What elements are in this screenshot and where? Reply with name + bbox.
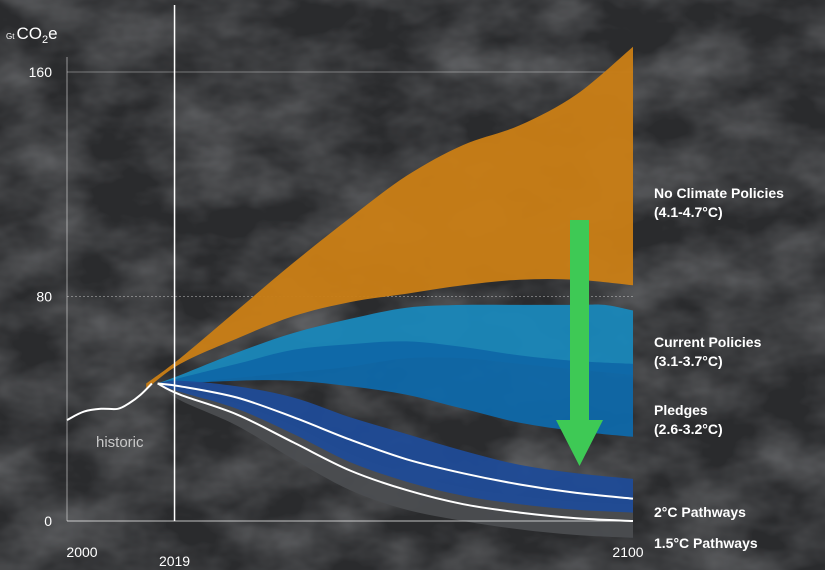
arrow-shaft [570, 220, 589, 426]
reduction-arrow [556, 220, 603, 466]
label-pledges-name: Pledges [654, 402, 708, 418]
label-current-policies-range: (3.1-3.7°C) [654, 353, 723, 369]
y-unit-label: Gt CO2e [6, 24, 58, 46]
x-tick-label-2100: 2100 [612, 544, 643, 560]
arrow-head [556, 420, 603, 466]
x-tick-label-2000: 2000 [66, 544, 97, 560]
label-1-5c-pathways: 1.5°C Pathways [654, 535, 758, 551]
y-tick-label-160: 160 [29, 64, 53, 80]
x-tick-label-2019: 2019 [159, 553, 190, 569]
historic-line [66, 382, 153, 421]
band-no-climate-policies [146, 46, 633, 390]
band-2c-pathways [157, 380, 633, 513]
label-no-climate-policies: No Climate Policies (4.1-4.7°C) [654, 184, 784, 222]
median-line-1-5c [157, 382, 634, 522]
label-current-policies: Current Policies (3.1-3.7°C) [654, 333, 761, 371]
median-line-2c [157, 382, 634, 500]
label-pledges: Pledges (2.6-3.2°C) [654, 401, 723, 439]
y-tick-label-80: 80 [36, 289, 52, 305]
y-tick-labels: 0 80 160 [29, 64, 53, 529]
label-2c-pathways: 2°C Pathways [654, 504, 746, 520]
x-tick-labels: 2000 2019 2100 [66, 544, 643, 569]
label-current-policies-name: Current Policies [654, 334, 762, 350]
scenario-bands [146, 46, 633, 538]
label-no-climate-policies-range: (4.1-4.7°C) [654, 204, 723, 220]
axes [66, 5, 633, 522]
y-tick-label-0: 0 [44, 513, 52, 529]
historic-label: historic [96, 434, 144, 451]
pathway-lines [66, 382, 634, 522]
band-pledges [157, 341, 633, 437]
label-no-climate-policies-name: No Climate Policies [654, 185, 784, 201]
grid-lines [67, 71, 633, 297]
label-pledges-range: (2.6-3.2°C) [654, 421, 723, 437]
